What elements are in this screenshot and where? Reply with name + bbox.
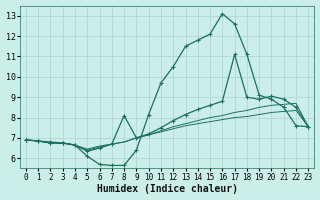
X-axis label: Humidex (Indice chaleur): Humidex (Indice chaleur) bbox=[97, 184, 237, 194]
